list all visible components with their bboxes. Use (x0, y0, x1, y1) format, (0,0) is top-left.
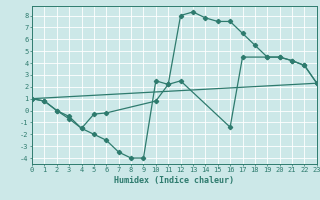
X-axis label: Humidex (Indice chaleur): Humidex (Indice chaleur) (115, 176, 234, 185)
